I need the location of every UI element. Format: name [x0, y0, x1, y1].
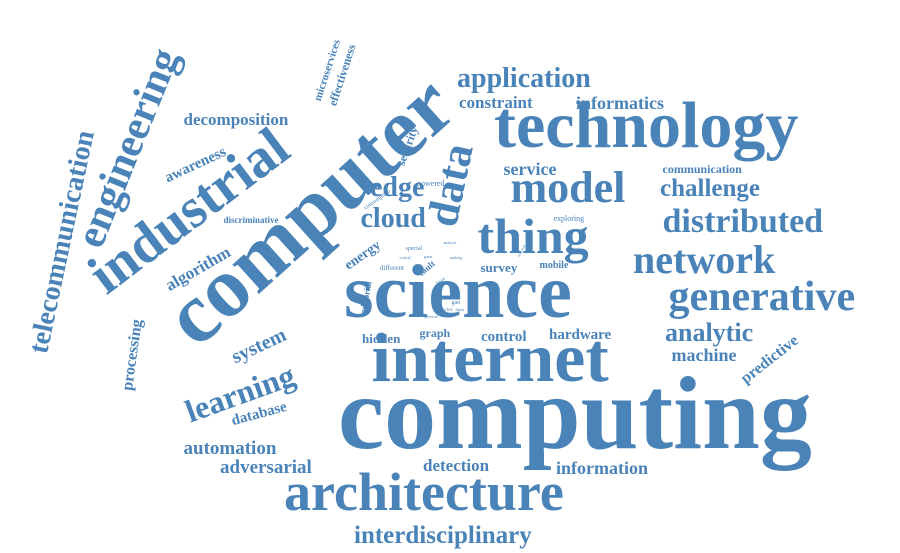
word-science: science [344, 250, 572, 334]
word-cloud: cloud [360, 203, 426, 234]
word-technology: technology [494, 89, 799, 162]
word-model: model [510, 163, 626, 212]
word-constraint: constraint [459, 92, 533, 112]
word-architecture: architecture [284, 462, 564, 522]
word-service: service [503, 159, 557, 179]
word-automation: automation [183, 437, 277, 459]
word-challenge: challenge [660, 174, 760, 202]
word-analysis: analysis [443, 240, 457, 245]
word-informatics: informatics [576, 93, 664, 113]
word-mobile: mobile [539, 260, 569, 271]
word-making: making [450, 255, 462, 260]
word-generative: generative [668, 274, 856, 320]
word-discriminative: discriminative [223, 214, 279, 225]
word-interdisciplinary: interdisciplinary [354, 521, 532, 549]
word-information: information [556, 458, 648, 478]
word-control: control [481, 328, 527, 345]
word-hardware: hardware [549, 326, 612, 343]
word-adversarial: adversarial [220, 456, 312, 478]
word-physical: physical [424, 314, 438, 319]
word-computing: computing [338, 356, 812, 471]
word-critical: critical [399, 255, 411, 260]
word-hidden: hidden [362, 330, 401, 346]
word-analytic: analytic [665, 318, 754, 347]
word-device: device [439, 307, 453, 313]
word-special: special [405, 246, 423, 252]
word-gan: gan [451, 300, 461, 306]
word-graph: graph [419, 326, 451, 340]
word-detection: detection [423, 455, 490, 475]
word-distributed: distributed [662, 203, 824, 240]
word-different: different [380, 263, 404, 272]
word-decomposition: decomposition [183, 109, 289, 129]
word-survey: survey [480, 259, 518, 275]
word-dgms: dgms [455, 307, 465, 312]
word-powered: powered [417, 179, 445, 188]
word-network: network [633, 237, 776, 282]
word-processing: processing [118, 318, 146, 392]
word-guest: guest [424, 254, 433, 259]
word-machine: machine [671, 345, 737, 365]
word-thing: thing [477, 208, 589, 264]
word-communication: communication [662, 162, 742, 176]
word-internet: internet [371, 320, 609, 397]
word-edge: edge [370, 172, 425, 203]
word-exploring: exploring [553, 214, 585, 223]
word-application: application [457, 63, 591, 94]
